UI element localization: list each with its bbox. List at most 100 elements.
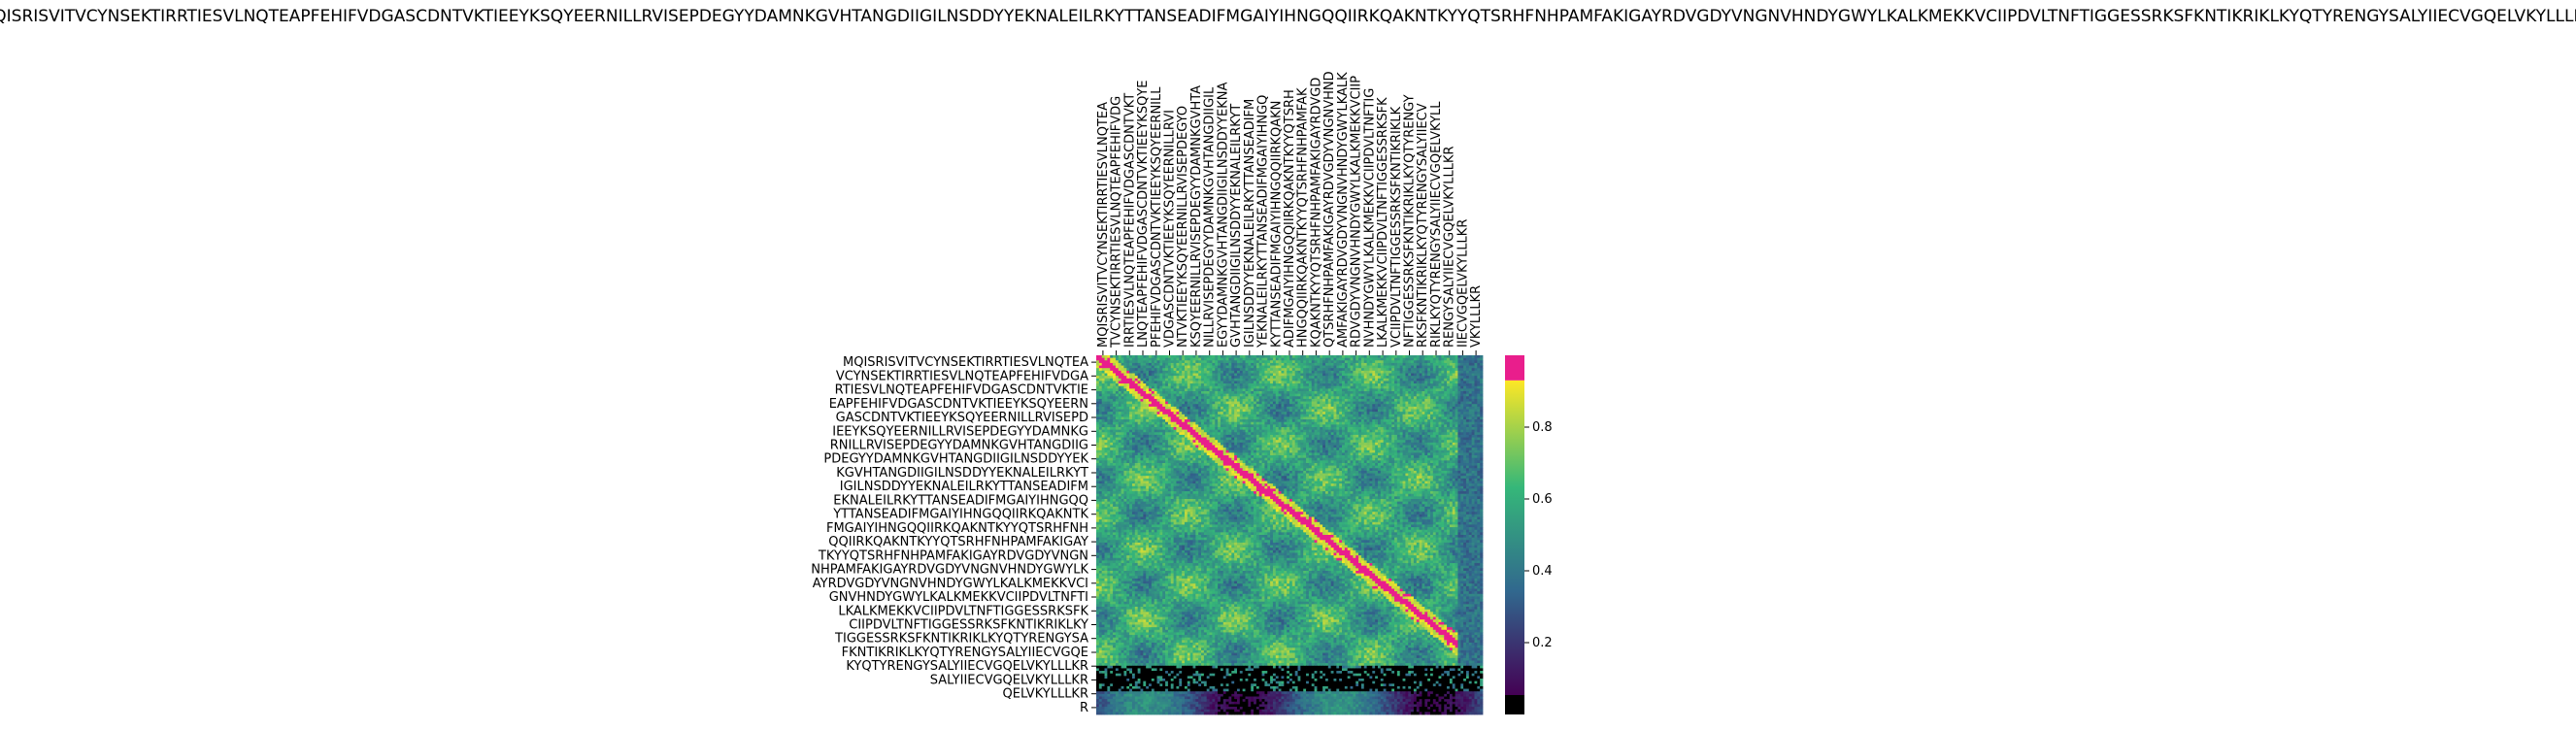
heatmap-cell: [1450, 360, 1453, 363]
heatmap-cell: [1226, 416, 1229, 419]
heatmap-cell: [1138, 422, 1141, 425]
heatmap-cell: [1119, 415, 1121, 417]
heatmap-cell: [1369, 416, 1372, 419]
heatmap-cell: [1116, 424, 1119, 427]
heatmap-cell: [1427, 358, 1430, 361]
heatmap-cell: [1405, 379, 1408, 382]
heatmap-cell: [1367, 424, 1370, 427]
heatmap-cell: [1333, 366, 1336, 369]
heatmap-cell: [1185, 443, 1188, 446]
heatmap-cell: [1140, 443, 1143, 446]
heatmap-cell: [1195, 432, 1198, 435]
heatmap-cell: [1276, 415, 1279, 417]
heatmap-cell: [1129, 404, 1132, 407]
heatmap-cell: [1188, 381, 1190, 383]
heatmap-cell: [1284, 396, 1287, 399]
heatmap-cell: [1193, 427, 1196, 430]
heatmap-cell: [1287, 381, 1289, 383]
heatmap-cell: [1339, 427, 1342, 430]
heatmap-cell: [1113, 412, 1116, 415]
heatmap-cell: [1171, 410, 1174, 413]
heatmap-cell: [1317, 366, 1320, 369]
heatmap-cell: [1355, 358, 1358, 361]
heatmap-cell: [1411, 383, 1414, 386]
heatmap-cell: [1218, 443, 1221, 446]
heatmap-cell: [1096, 383, 1099, 386]
heatmap-cell: [1322, 443, 1325, 446]
heatmap-cell: [1123, 358, 1126, 361]
heatmap-cell: [1223, 438, 1226, 441]
heatmap-cell: [1424, 438, 1427, 441]
heatmap-cell: [1234, 430, 1237, 433]
heatmap-cell: [1240, 430, 1243, 433]
heatmap-cell: [1317, 443, 1320, 446]
heatmap-cell: [1336, 446, 1339, 448]
heatmap-cell: [1325, 379, 1328, 382]
heatmap-cell: [1198, 363, 1201, 366]
heatmap-cell: [1422, 386, 1424, 389]
heatmap-cell: [1351, 407, 1354, 410]
heatmap-cell: [1378, 424, 1381, 427]
heatmap-cell: [1138, 358, 1141, 361]
heatmap-cell: [1361, 402, 1364, 405]
heatmap-cell: [1320, 416, 1322, 419]
heatmap-cell: [1361, 424, 1364, 427]
heatmap-cell: [1439, 432, 1442, 435]
heatmap-cell: [1422, 376, 1424, 379]
heatmap-cell: [1472, 412, 1475, 415]
heatmap-cell: [1328, 381, 1331, 383]
heatmap-cell: [1320, 381, 1322, 383]
heatmap-cell: [1126, 422, 1129, 425]
heatmap-cell: [1138, 360, 1141, 363]
heatmap-cell: [1369, 376, 1372, 379]
heatmap-cell: [1303, 430, 1306, 433]
heatmap-cell: [1159, 416, 1162, 419]
heatmap-cell: [1433, 427, 1436, 430]
heatmap-cell: [1353, 355, 1355, 358]
heatmap-cell: [1138, 379, 1141, 382]
heatmap-cell: [1201, 383, 1204, 386]
heatmap-cell: [1336, 391, 1339, 394]
heatmap-cell: [1345, 379, 1348, 382]
heatmap-cell: [1433, 438, 1436, 441]
heatmap-cell: [1287, 366, 1289, 369]
heatmap-cell: [1355, 422, 1358, 425]
heatmap-cell: [1388, 424, 1391, 427]
heatmap-cell: [1353, 381, 1355, 383]
heatmap-cell: [1185, 358, 1188, 361]
heatmap-cell: [1355, 394, 1358, 397]
heatmap-cell: [1414, 374, 1417, 377]
heatmap-cell: [1424, 363, 1427, 366]
heatmap-cell: [1309, 374, 1312, 377]
heatmap-cell: [1472, 402, 1475, 405]
heatmap-cell: [1417, 360, 1420, 363]
heatmap-cell: [1361, 355, 1364, 358]
heatmap-cell: [1325, 435, 1328, 438]
heatmap-cell: [1351, 446, 1354, 448]
heatmap-cell: [1279, 368, 1282, 371]
heatmap-cell: [1388, 416, 1391, 419]
heatmap-cell: [1424, 386, 1427, 389]
heatmap-cell: [1262, 399, 1265, 402]
heatmap-cell: [1353, 383, 1355, 386]
heatmap-cell: [1292, 363, 1295, 366]
heatmap-cell: [1215, 360, 1218, 363]
heatmap-cell: [1306, 438, 1309, 441]
heatmap-cell: [1126, 440, 1129, 443]
heatmap-cell: [1193, 383, 1196, 386]
heatmap-cell: [1113, 435, 1116, 438]
heatmap-cell: [1176, 396, 1179, 399]
heatmap-cell: [1174, 404, 1177, 407]
heatmap-cell: [1193, 443, 1196, 446]
heatmap-cell: [1185, 415, 1188, 417]
heatmap-cell: [1439, 396, 1442, 399]
heatmap-cell: [1303, 427, 1306, 430]
heatmap-cell: [1207, 438, 1210, 441]
heatmap-cell: [1212, 422, 1215, 425]
heatmap-cell: [1190, 419, 1193, 422]
heatmap-cell: [1248, 396, 1251, 399]
heatmap-cell: [1254, 404, 1256, 407]
heatmap-cell: [1351, 386, 1354, 389]
heatmap-cell: [1295, 416, 1298, 419]
heatmap-cell: [1372, 430, 1375, 433]
